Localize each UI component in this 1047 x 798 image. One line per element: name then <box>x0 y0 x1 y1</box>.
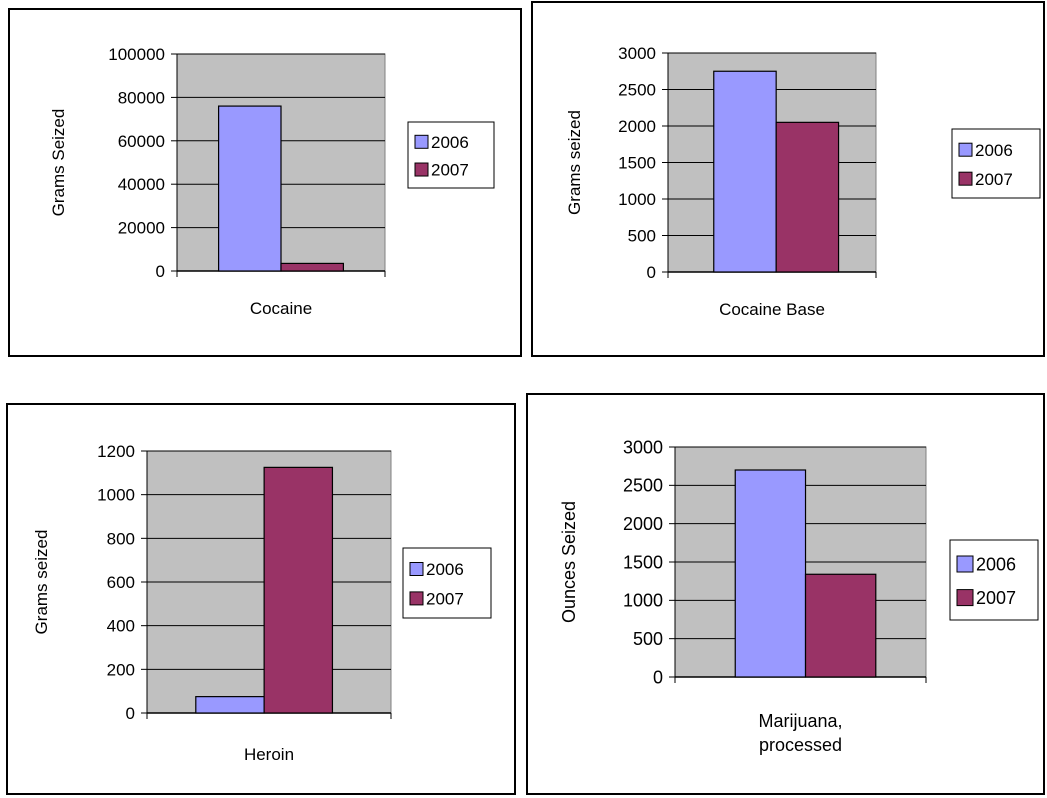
bar-2007 <box>263 466 334 714</box>
y-tick-label: 1000 <box>618 190 656 209</box>
y-tick-label: 1500 <box>623 552 663 572</box>
chart-panel-cocaine-base: 0 500 1000 1500 2000 2500 3000 Cocaine Base Gram… <box>531 1 1045 357</box>
y-tick-label: 3000 <box>618 44 656 63</box>
y-tick-label: 60000 <box>118 132 165 151</box>
y-tick-label: 0 <box>653 667 663 687</box>
chart-panel-heroin: 0 200 400 600 800 1000 1200 Heroin Grams seized 2… <box>6 403 516 795</box>
bar-2006 <box>195 696 265 714</box>
bar-2007 <box>280 262 345 272</box>
y-tick-label: 0 <box>156 262 165 281</box>
legend-swatch-2007 <box>409 591 424 606</box>
category-label: Cocaine Base <box>719 300 825 319</box>
legend-swatch-2007 <box>958 171 973 186</box>
legend-swatch-2006 <box>958 142 973 157</box>
legend <box>951 128 1041 199</box>
y-tick-label: 500 <box>633 629 663 649</box>
legend-swatch-2006 <box>414 134 429 149</box>
chart-panel-cocaine: 0 20000 40000 60000 80000 100000 Cocaine Grams … <box>8 8 522 357</box>
y-tick-label: 400 <box>107 617 135 636</box>
chart-svg: 0 500 1000 1500 2000 2500 3000 Cocaine Base Gram… <box>531 1 1045 357</box>
category-label: processed <box>759 735 842 755</box>
category-label: Heroin <box>244 745 294 764</box>
category-label: Marijuana, <box>758 711 842 731</box>
legend-swatch-2007 <box>414 162 429 177</box>
legend-label: 2006 <box>975 141 1013 160</box>
y-axis-label: Grams Seized <box>49 109 68 217</box>
legend-swatch-2006 <box>409 562 424 576</box>
y-tick-label: 1000 <box>623 591 663 611</box>
y-tick-label: 1000 <box>97 486 135 505</box>
legend <box>949 539 1039 621</box>
y-tick-label: 100000 <box>108 45 165 64</box>
y-tick-label: 3000 <box>623 437 663 457</box>
y-tick-label: 0 <box>647 263 656 282</box>
legend-label: 2006 <box>431 133 469 152</box>
chart-svg: 0 20000 40000 60000 80000 100000 Cocaine Grams … <box>8 8 522 357</box>
chart-svg: 0 200 400 600 800 1000 1200 Heroin Grams seized 2… <box>6 403 516 795</box>
y-axis-label: Ounces Seized <box>559 501 579 623</box>
legend <box>407 121 495 189</box>
y-tick-label: 1200 <box>97 442 135 461</box>
y-tick-label: 20000 <box>118 219 165 238</box>
y-tick-label: 800 <box>107 529 135 548</box>
bar-2006 <box>713 70 777 273</box>
y-tick-label: 500 <box>628 226 656 245</box>
chart-svg: 0 500 1000 1500 2000 2500 3000 Marijuana, proces… <box>526 393 1045 795</box>
y-tick-label: 600 <box>107 573 135 592</box>
bar-2007 <box>804 573 877 678</box>
y-tick-label: 40000 <box>118 175 165 194</box>
legend-label: 2007 <box>976 588 1016 608</box>
y-tick-label: 2500 <box>618 80 656 99</box>
y-tick-label: 2000 <box>618 117 656 136</box>
legend-swatch-2006 <box>956 555 974 573</box>
legend-label: 2006 <box>426 560 464 579</box>
chart-panel-marijuana: 0 500 1000 1500 2000 2500 3000 Marijuana, proces… <box>526 393 1045 795</box>
legend-label: 2007 <box>975 170 1013 189</box>
bar-2007 <box>775 121 840 273</box>
legend-label: 2007 <box>431 161 469 180</box>
legend-label: 2006 <box>976 554 1016 574</box>
y-tick-label: 0 <box>126 704 135 723</box>
legend <box>402 547 492 619</box>
y-tick-label: 2000 <box>623 514 663 534</box>
y-tick-label: 200 <box>107 660 135 679</box>
y-axis-label: Grams seized <box>565 110 584 215</box>
y-axis-label: Grams seized <box>32 530 51 635</box>
category-label: Cocaine <box>250 299 312 318</box>
legend-label: 2007 <box>426 590 464 609</box>
y-tick-label: 2500 <box>623 476 663 496</box>
y-tick-label: 80000 <box>118 88 165 107</box>
bar-2006 <box>734 469 807 678</box>
legend-swatch-2007 <box>956 589 974 607</box>
bar-2006 <box>218 105 282 272</box>
y-tick-label: 1500 <box>618 153 656 172</box>
